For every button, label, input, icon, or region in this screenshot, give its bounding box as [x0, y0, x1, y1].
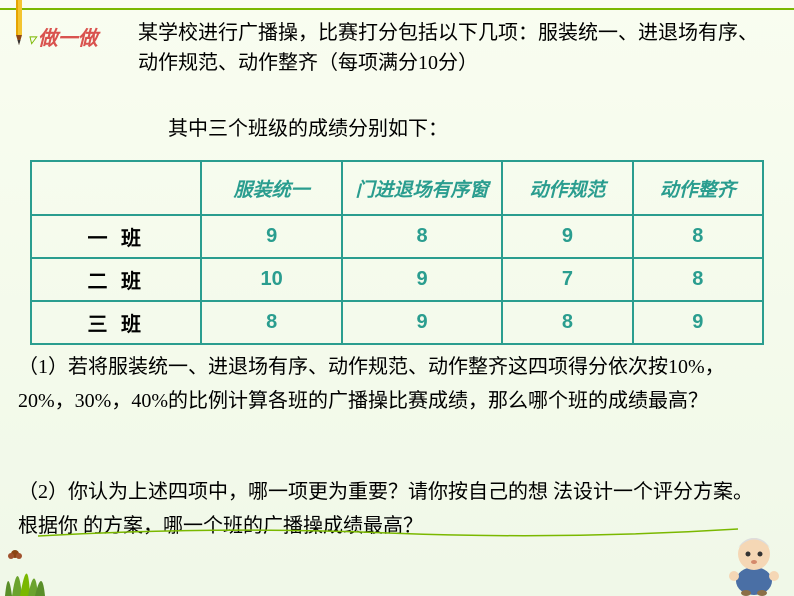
table-header-col3: 动作规范	[502, 161, 632, 215]
table-header-col2: 门进退场有序窗	[342, 161, 502, 215]
character-icon	[724, 526, 784, 596]
table-row: 一 班 9 8 9 8	[31, 215, 763, 258]
cell-value: 9	[342, 258, 502, 301]
question-1: （1）若将服装统一、进退场有序、动作规范、动作整齐这四项得分依次按10%，20%…	[18, 350, 764, 418]
decorative-curve	[38, 521, 738, 541]
row-label: 二 班	[31, 258, 201, 301]
table-row: 三 班 8 9 8 9	[31, 301, 763, 344]
exercise-label: 做一做	[28, 22, 98, 51]
cell-value: 8	[342, 215, 502, 258]
table-header-col1: 服装统一	[201, 161, 341, 215]
problem-subtext: 其中三个班级的成绩分别如下：	[168, 112, 448, 141]
grass-icon	[0, 536, 50, 596]
row-label: 三 班	[31, 301, 201, 344]
row-label: 一 班	[31, 215, 201, 258]
cell-value: 7	[502, 258, 632, 301]
cell-value: 9	[342, 301, 502, 344]
table-header-empty	[31, 161, 201, 215]
table-header-row: 服装统一 门进退场有序窗 动作规范 动作整齐	[31, 161, 763, 215]
cell-value: 8	[633, 215, 763, 258]
cell-value: 9	[633, 301, 763, 344]
cell-value: 9	[502, 215, 632, 258]
problem-statement: 某学校进行广播操，比赛打分包括以下几项：服装统一、进退场有序、动作规范、动作整齐…	[138, 18, 764, 78]
pencil-icon	[10, 0, 28, 50]
top-border-line	[0, 8, 794, 10]
cell-value: 8	[633, 258, 763, 301]
table-row: 二 班 10 9 7 8	[31, 258, 763, 301]
cell-value: 8	[201, 301, 341, 344]
cell-value: 10	[201, 258, 341, 301]
table-header-col4: 动作整齐	[633, 161, 763, 215]
cell-value: 8	[502, 301, 632, 344]
scores-table: 服装统一 门进退场有序窗 动作规范 动作整齐 一 班 9 8 9 8 二 班 1…	[30, 160, 764, 345]
cell-value: 9	[201, 215, 341, 258]
